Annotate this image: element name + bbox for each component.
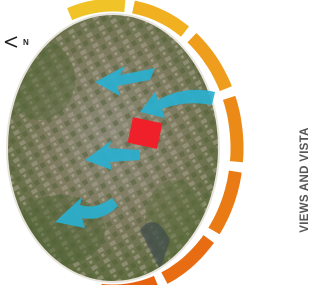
north-arrow: N xyxy=(5,37,29,47)
arc-segment xyxy=(229,98,237,162)
arc-segment xyxy=(70,5,125,14)
diagram: N VIEWS AND VISTA xyxy=(0,0,320,285)
page: N VIEWS AND VISTA (() => { const data = … xyxy=(0,0,320,285)
north-label: N xyxy=(23,38,29,47)
title: VIEWS AND VISTA xyxy=(299,127,311,232)
arc-segment xyxy=(214,172,235,231)
